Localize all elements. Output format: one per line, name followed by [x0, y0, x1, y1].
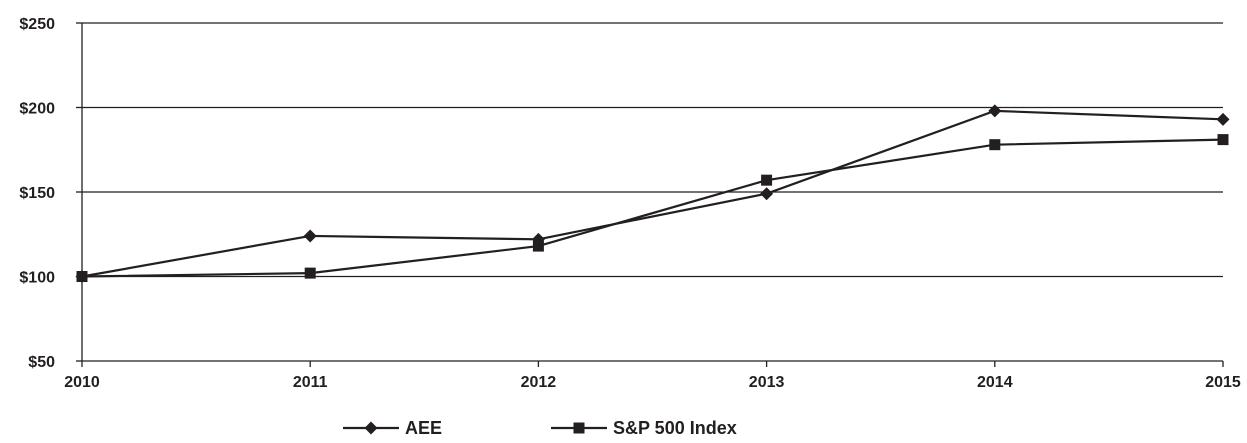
data-point-aee — [988, 104, 1002, 118]
data-point-aee — [1216, 112, 1230, 126]
y-tick-labels: $50 $100 $150 $200 $250 — [19, 16, 82, 371]
data-point-s-p-500-index — [761, 174, 773, 186]
data-point-s-p-500-index — [532, 240, 544, 252]
x-tick-label: 2014 — [977, 374, 1013, 391]
series-s-p-500-index — [76, 134, 1229, 282]
data-point-s-p-500-index — [76, 271, 88, 282]
data-point-aee — [303, 229, 317, 243]
series-group — [75, 104, 1230, 283]
data-point-s-p-500-index — [1217, 134, 1229, 146]
y-tick-label: $50 — [28, 354, 55, 371]
legend-item-s-p-500-index: S&P 500 Index — [551, 418, 737, 438]
series-line-aee — [81, 109, 1224, 278]
data-point-s-p-500-index — [304, 267, 316, 279]
legend-label: S&P 500 Index — [613, 418, 737, 438]
y-tick-label: $100 — [19, 270, 55, 287]
y-tick-label: $150 — [19, 185, 55, 202]
data-point-aee — [760, 187, 774, 201]
legend: AEE S&P 500 Index — [343, 418, 737, 438]
series-aee — [75, 104, 1230, 283]
data-point-s-p-500-index — [989, 139, 1001, 151]
gridlines — [82, 22, 1223, 278]
x-tick-label: 2010 — [64, 374, 100, 391]
legend-marker-diamond — [364, 421, 378, 435]
x-tick-label: 2011 — [293, 374, 328, 391]
x-tick-label: 2015 — [1205, 374, 1241, 391]
y-tick-label: $200 — [19, 101, 55, 118]
x-tick-label: 2012 — [521, 374, 557, 391]
legend-label: AEE — [405, 418, 442, 438]
legend-marker-square — [573, 422, 585, 434]
y-tick-label: $250 — [19, 16, 55, 33]
series-line-s-p-500-index — [81, 138, 1224, 278]
legend-item-aee: AEE — [343, 418, 442, 438]
x-tick-label: 2013 — [749, 374, 785, 391]
x-tick-labels: 2010 2011 2012 2013 2014 2015 — [64, 361, 1241, 391]
